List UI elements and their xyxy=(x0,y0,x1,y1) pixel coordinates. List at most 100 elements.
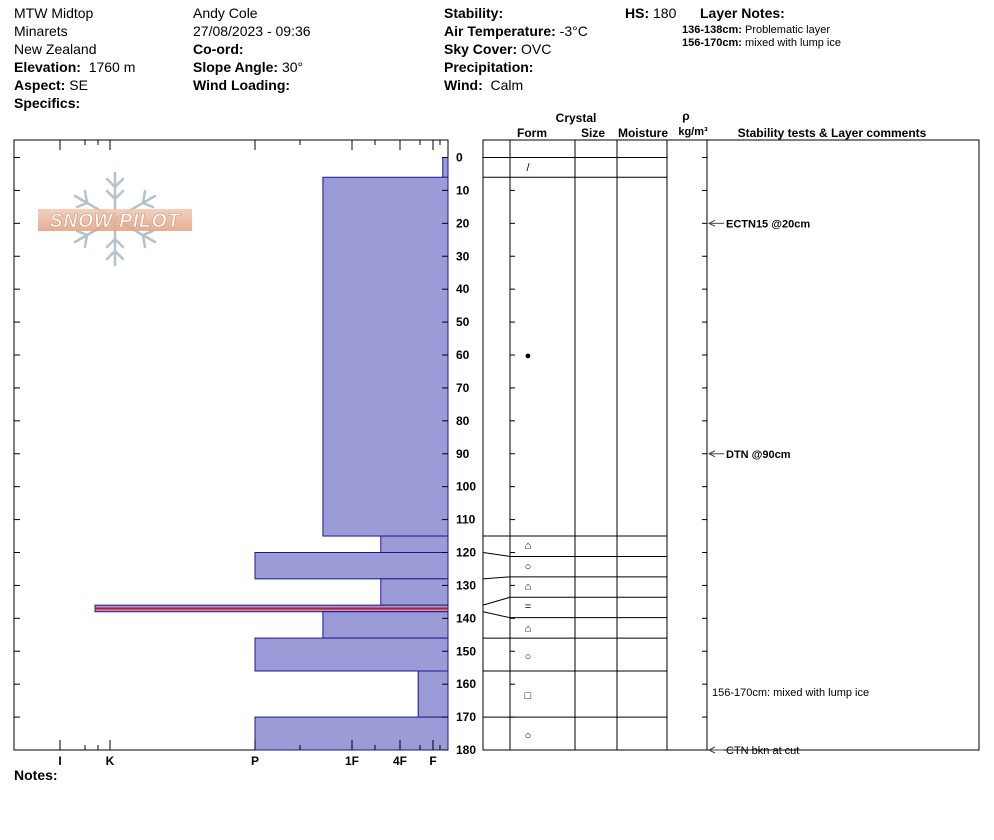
coord-label: Co-ord: xyxy=(193,41,244,57)
hardness-bar xyxy=(322,176,449,537)
hardness-bar xyxy=(254,637,449,672)
form-header: Form xyxy=(517,126,547,140)
grain-form-symbol: / xyxy=(526,162,530,174)
grain-form-symbol: ○ xyxy=(525,730,532,742)
depth-tick-label: 120 xyxy=(456,546,476,560)
hs-value: 180 xyxy=(653,5,677,21)
elevation: Elevation: 1760 m xyxy=(14,58,135,76)
logo-banner xyxy=(38,209,192,231)
grain-form-symbol: ○ xyxy=(525,651,532,663)
depth-tick-label: 50 xyxy=(456,315,470,329)
hardness-tick-label: 1F xyxy=(345,754,359,768)
stability-test-comment: DTN @90cm xyxy=(726,449,791,461)
hs-label: HS: xyxy=(625,5,650,21)
wind-label: Wind: xyxy=(444,77,483,93)
layer-connector xyxy=(482,611,511,619)
grain-form-symbol: ● xyxy=(525,350,532,362)
depth-tick-label: 0 xyxy=(456,151,463,165)
hardness-bar xyxy=(417,670,449,718)
depth-tick-label: 110 xyxy=(456,513,476,527)
layer-notes-title: Layer Notes: xyxy=(700,5,785,21)
depth-tick-label: 160 xyxy=(456,677,476,691)
aspect-value: SE xyxy=(69,77,88,93)
depth-tick-label: 100 xyxy=(456,480,476,494)
aspect: Aspect: SE xyxy=(14,76,88,94)
layer-comment: 156-170cm: mixed with lump ice xyxy=(712,687,869,699)
hardness-bar xyxy=(254,552,449,580)
wind-value: Calm xyxy=(490,77,524,93)
hardness-bar xyxy=(380,578,449,606)
precipitation-label: Precipitation: xyxy=(444,59,534,75)
layer-note-range: 156-170cm: xyxy=(682,37,742,49)
hardness-tick-label: P xyxy=(251,754,259,768)
crystal-header: Crystal xyxy=(556,111,597,125)
elevation-value: 1760 m xyxy=(88,59,136,75)
arrow-head-icon xyxy=(707,450,716,458)
area-name: Minarets xyxy=(14,23,68,39)
grain-form-symbol: ○ xyxy=(525,561,532,573)
depth-tick-label: 180 xyxy=(456,743,476,757)
sky-cover: Sky Cover: OVC xyxy=(444,40,551,58)
air-temperature: Air Temperature: -3°C xyxy=(444,22,588,40)
hardness-tick-label: F xyxy=(429,754,436,768)
depth-tick-label: 170 xyxy=(456,710,476,724)
layer-note: 156-170cm: mixed with lump ice xyxy=(682,37,841,50)
elevation-label: Elevation: xyxy=(14,59,81,75)
snowpilot-logo: SNOW PILOT xyxy=(38,171,192,267)
density-unit: kg/m³ xyxy=(678,126,708,138)
sky-cover-value: OVC xyxy=(521,41,552,57)
comments-header: Stability tests & Layer comments xyxy=(738,126,927,140)
slope-angle-label: Slope Angle: xyxy=(193,59,279,75)
wind-loading-label: Wind Loading: xyxy=(193,77,291,93)
air-temperature-label: Air Temperature: xyxy=(444,23,556,39)
layer-connector xyxy=(482,576,511,580)
hardness-tick-label: K xyxy=(106,754,115,768)
observation-datetime: 27/08/2023 - 09:36 xyxy=(193,23,311,39)
hardness-bar xyxy=(380,535,449,554)
grain-form-symbol: = xyxy=(525,601,531,613)
moisture-header: Moisture xyxy=(618,126,668,140)
layer-note-text: Problematic layer xyxy=(745,24,830,36)
slope-angle-value: 30° xyxy=(281,59,304,75)
sky-cover-label: Sky Cover: xyxy=(444,41,518,57)
grain-form-symbol: ⌂ xyxy=(525,540,532,552)
depth-tick-label: 70 xyxy=(456,381,470,395)
hs: HS: 180 xyxy=(625,4,676,22)
layer-note-text: mixed with lump ice xyxy=(745,37,841,49)
depth-tick-label: 40 xyxy=(456,282,470,296)
air-temperature-value: -3°C xyxy=(559,23,588,39)
depth-tick-label: 90 xyxy=(456,447,470,461)
density-symbol: ρ xyxy=(682,109,689,123)
layer-connector xyxy=(482,552,511,557)
hardness-bar xyxy=(442,157,449,178)
stability-test-comment: CTN bkn at cut xyxy=(726,745,799,757)
size-header: Size xyxy=(581,126,605,140)
aspect-label: Aspect: xyxy=(14,77,66,93)
depth-tick-label: 150 xyxy=(456,644,476,658)
layer-note: 136-138cm: Problematic layer xyxy=(682,24,830,37)
stability-label: Stability: xyxy=(444,5,504,21)
grain-form-symbol: □ xyxy=(525,690,532,702)
country-name: New Zealand xyxy=(14,41,97,57)
slope-angle: Slope Angle: 30° xyxy=(193,58,303,76)
logo-text: SNOW PILOT xyxy=(50,211,181,232)
stability-test-comment: ECTN15 @20cm xyxy=(726,218,810,230)
hardness-bar xyxy=(322,611,449,639)
grain-form-symbol: ⌂ xyxy=(525,581,532,593)
depth-tick-label: 80 xyxy=(456,414,470,428)
layer-table-frame xyxy=(482,139,980,751)
depth-tick-label: 20 xyxy=(456,216,470,230)
depth-tick-label: 10 xyxy=(456,183,470,197)
depth-tick-label: 30 xyxy=(456,249,470,263)
specifics-label: Specifics: xyxy=(14,95,81,111)
depth-tick-label: 60 xyxy=(456,348,470,362)
hardness-tick-label: 4F xyxy=(393,754,407,768)
hardness-tick-label: I xyxy=(58,754,61,768)
grain-form-symbol: ⌂ xyxy=(525,623,532,635)
observer-name: Andy Cole xyxy=(193,5,258,21)
wind: Wind: Calm xyxy=(444,76,523,94)
depth-tick-label: 140 xyxy=(456,611,476,625)
layer-connector xyxy=(482,596,511,606)
layer-note-range: 136-138cm: xyxy=(682,24,742,36)
